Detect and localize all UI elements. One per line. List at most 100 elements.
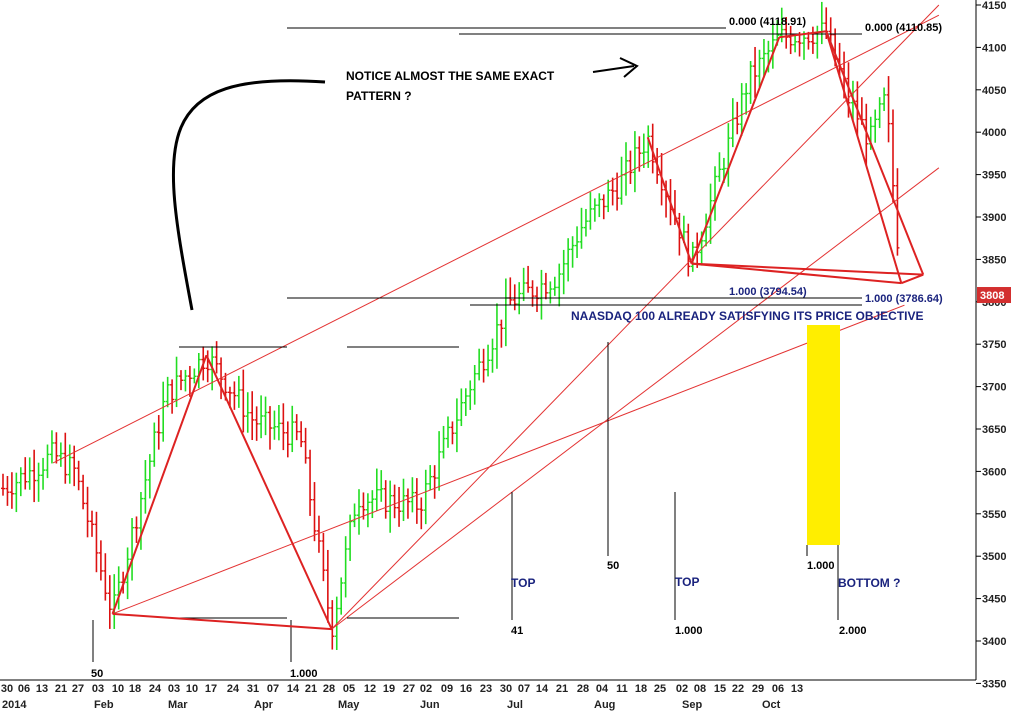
ohlc-bar <box>85 486 90 538</box>
x-day-label: 04 <box>596 683 609 695</box>
x-day-label: 17 <box>205 683 217 695</box>
y-tick-label: 3900 <box>982 212 1006 224</box>
ohlc-bar <box>499 319 504 348</box>
x-month-label: Sep <box>682 699 702 711</box>
count-1000-b: 1.000 <box>675 625 703 637</box>
ohlc-bar <box>401 478 406 522</box>
pattern-leg <box>112 612 332 631</box>
ohlc-bar <box>1 473 5 496</box>
ohlc-bar <box>646 125 651 168</box>
ohlc-bar <box>410 477 415 513</box>
ohlc-bar <box>873 109 878 143</box>
ohlc-bar <box>713 166 717 221</box>
ohlc-bar <box>468 380 473 410</box>
ohlc-bar <box>343 536 348 598</box>
ohlc-bar <box>241 369 246 433</box>
ohlc-bar <box>187 365 192 397</box>
x-day-label: 14 <box>287 683 300 695</box>
ohlc-bar <box>454 398 459 453</box>
ohlc-bar <box>361 492 366 520</box>
x-day-label: 13 <box>791 683 803 695</box>
x-day-label: 29 <box>752 683 764 695</box>
ohlc-bar <box>276 404 281 441</box>
ohlc-bar <box>76 460 81 491</box>
count-50-a: 50 <box>91 668 103 680</box>
ohlc-bar <box>414 478 419 524</box>
x-day-label: 09 <box>441 683 453 695</box>
current-price-tag: 3808 <box>977 287 1011 304</box>
ohlc-bar <box>36 462 41 502</box>
ohlc-bar <box>601 194 606 220</box>
ohlc-bar <box>610 177 615 206</box>
ohlc-bar <box>90 510 94 537</box>
channel-line <box>52 14 940 464</box>
pattern-lines <box>111 30 925 631</box>
ohlc-bar <box>94 511 99 573</box>
ohlc-bar <box>58 442 63 467</box>
ohlc-bar <box>81 474 86 510</box>
pattern-leg <box>205 354 333 630</box>
ohlc-bar <box>753 46 758 98</box>
x-day-label: 14 <box>536 683 549 695</box>
ohlc-bar <box>686 223 691 277</box>
ohlc-bar <box>419 497 424 530</box>
ohlc-bar <box>882 87 887 112</box>
ohlc-bar <box>245 392 250 433</box>
ohlc-bar <box>388 480 393 533</box>
ohlc-bar <box>512 284 517 311</box>
count-2000: 2.000 <box>839 625 867 637</box>
bottom-label: BOTTOM ? <box>838 576 900 590</box>
ohlc-bar <box>575 226 580 258</box>
x-day-label: 23 <box>480 683 492 695</box>
y-tick-label: 3650 <box>982 424 1006 436</box>
ohlc-bar <box>615 172 620 211</box>
ohlc-bar <box>107 575 112 629</box>
level-right-zero: 0.000 (4110.85) <box>865 22 942 34</box>
ohlc-bar <box>570 236 575 268</box>
price-target-box <box>807 325 840 545</box>
ohlc-bar <box>232 381 237 410</box>
ohlc-bar <box>543 272 548 300</box>
ohlc-bar <box>739 83 744 136</box>
ohlc-bar <box>717 152 722 182</box>
ohlc-bar <box>810 26 815 54</box>
y-tick-label: 3750 <box>982 339 1006 351</box>
x-day-label: 08 <box>694 683 706 695</box>
ohlc-bar <box>321 532 326 582</box>
ohlc-bar <box>624 142 628 196</box>
ohlc-bar <box>486 344 491 377</box>
ohlc-bar <box>459 388 464 427</box>
ohlc-bar <box>864 103 869 166</box>
y-tick-label: 3950 <box>982 170 1006 182</box>
ohlc-bar <box>281 403 286 451</box>
y-tick-label: 3700 <box>982 382 1006 394</box>
top-label-1: TOP <box>511 576 535 590</box>
ohlc-bar <box>357 489 361 535</box>
ohlc-bar <box>490 338 495 373</box>
cycle-lines <box>92 342 839 662</box>
ohlc-bar <box>494 303 499 369</box>
ohlc-bar <box>441 425 446 459</box>
x-day-label: 06 <box>772 683 784 695</box>
y-tick-label: 3400 <box>982 636 1006 648</box>
ohlc-bar <box>748 61 753 104</box>
top-label-2: TOP <box>675 575 699 589</box>
x-day-label: 07 <box>267 683 279 695</box>
x-day-label: 06 <box>18 683 30 695</box>
pattern-leg <box>646 136 693 264</box>
x-day-label: 05 <box>343 683 355 695</box>
ohlc-bar <box>379 470 384 502</box>
pattern-leg <box>779 30 827 39</box>
x-month-label: Mar <box>168 699 188 711</box>
ohlc-bar <box>450 421 455 445</box>
count-41: 41 <box>511 625 523 637</box>
pattern-leg <box>691 262 902 285</box>
ohlc-bar <box>677 212 682 256</box>
x-day-label: 12 <box>364 683 376 695</box>
ohlc-bar <box>330 600 335 650</box>
ohlc-bar <box>552 276 557 296</box>
ohlc-bar <box>103 553 108 601</box>
count-50-b: 50 <box>607 560 619 572</box>
ohlc-bar <box>472 364 477 405</box>
ohlc-bar <box>165 376 170 408</box>
